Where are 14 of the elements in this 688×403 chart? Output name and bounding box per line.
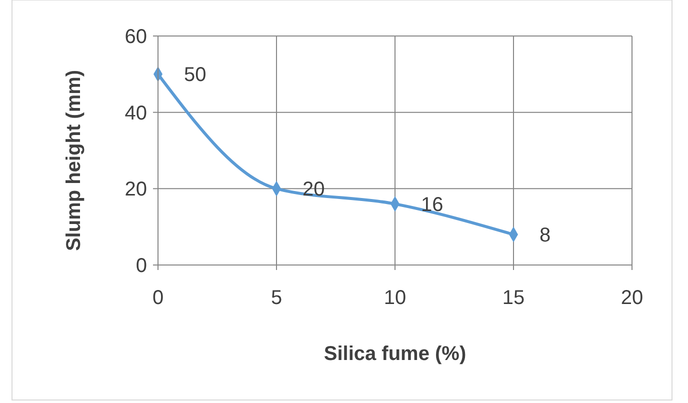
data-label: 16 [421, 194, 444, 216]
y-tick-label: 60 [124, 26, 147, 48]
x-tick-label: 0 [152, 287, 164, 310]
data-label: 50 [184, 64, 206, 86]
x-tick-label: 10 [384, 287, 406, 310]
y-tick-label: 0 [136, 255, 147, 277]
x-tick-label: 15 [502, 287, 525, 310]
data-label: 8 [540, 224, 551, 246]
y-tick-label: 40 [124, 102, 147, 124]
x-axis-title: Silica fume (%) [324, 343, 466, 365]
y-axis-title: Slump height (mm) [63, 70, 85, 252]
x-tick-label: 5 [270, 287, 282, 310]
x-tick-label: 20 [620, 287, 644, 310]
y-tick-label: 20 [124, 178, 147, 201]
